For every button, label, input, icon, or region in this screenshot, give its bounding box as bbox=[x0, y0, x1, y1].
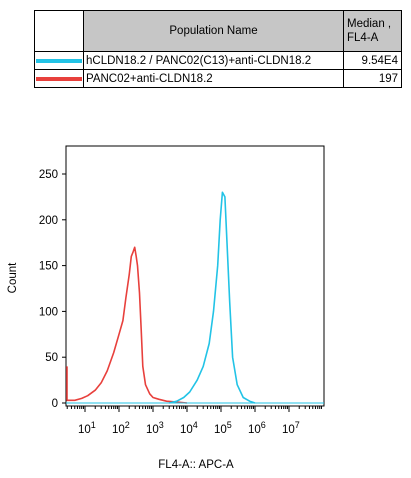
y-tick-label: 200 bbox=[39, 215, 58, 227]
x-tick-base: 10 bbox=[282, 424, 295, 436]
legend-header-median-line1: Median , bbox=[347, 18, 392, 30]
histogram-series-line bbox=[169, 191, 256, 404]
x-tick-exponent: 5 bbox=[227, 420, 232, 430]
x-tick-base: 10 bbox=[248, 424, 261, 436]
x-tick-exponent: 1 bbox=[91, 420, 96, 430]
x-tick-label: 106 bbox=[248, 420, 266, 436]
population-legend-table: Population Name Median , FL4-A hCLDN18.2 … bbox=[34, 10, 402, 88]
legend-color-line bbox=[36, 58, 82, 63]
x-tick-exponent: 6 bbox=[261, 420, 266, 430]
x-tick-exponent: 2 bbox=[125, 420, 130, 430]
x-tick-label: 101 bbox=[78, 420, 96, 436]
legend-header-median-line2: FL4-A bbox=[347, 32, 379, 44]
x-tick-exponent: 7 bbox=[295, 420, 300, 430]
legend-row-name: hCLDN18.2 / PANC02(C13)+anti-CLDN18.2 bbox=[83, 51, 344, 70]
x-tick-base: 10 bbox=[180, 424, 193, 436]
x-tick-base: 10 bbox=[78, 424, 91, 436]
x-axis-title: FL4-A:: APC-A bbox=[158, 459, 234, 471]
legend-row-median: 197 bbox=[343, 69, 402, 88]
y-tick-label: 100 bbox=[39, 306, 58, 318]
legend-row-name: PANC02+anti-CLDN18.2 bbox=[83, 69, 344, 88]
x-tick-exponent: 4 bbox=[193, 420, 198, 430]
x-axis: 101 102 103 104 105 106 107 bbox=[66, 406, 322, 436]
legend-header-swatch-cell bbox=[34, 10, 84, 52]
x-tick-base: 10 bbox=[112, 424, 125, 436]
series-group bbox=[66, 191, 324, 404]
x-tick-label: 105 bbox=[214, 420, 232, 436]
x-tick-base: 10 bbox=[214, 424, 227, 436]
legend-header-population-name: Population Name bbox=[83, 10, 344, 52]
x-tick-base: 10 bbox=[146, 424, 159, 436]
y-tick-label: 150 bbox=[39, 261, 58, 273]
y-axis-title: Count bbox=[7, 262, 19, 293]
x-tick-exponent: 3 bbox=[159, 420, 164, 430]
x-tick-label: 102 bbox=[112, 420, 130, 436]
legend-row-swatch bbox=[34, 69, 84, 88]
y-tick-label: 250 bbox=[39, 169, 58, 181]
plot-area-frame bbox=[65, 145, 325, 407]
legend-color-line bbox=[36, 76, 82, 81]
y-axis: 0 50 100 150 200 250 bbox=[39, 169, 66, 410]
x-tick-label: 107 bbox=[282, 420, 300, 436]
x-tick-label: 103 bbox=[146, 420, 164, 436]
y-tick-label: 50 bbox=[45, 352, 58, 364]
legend-header-median: Median , FL4-A bbox=[343, 10, 402, 52]
histogram-series-line bbox=[66, 246, 188, 404]
x-tick-label: 104 bbox=[180, 420, 198, 436]
y-tick-label: 0 bbox=[52, 398, 58, 410]
